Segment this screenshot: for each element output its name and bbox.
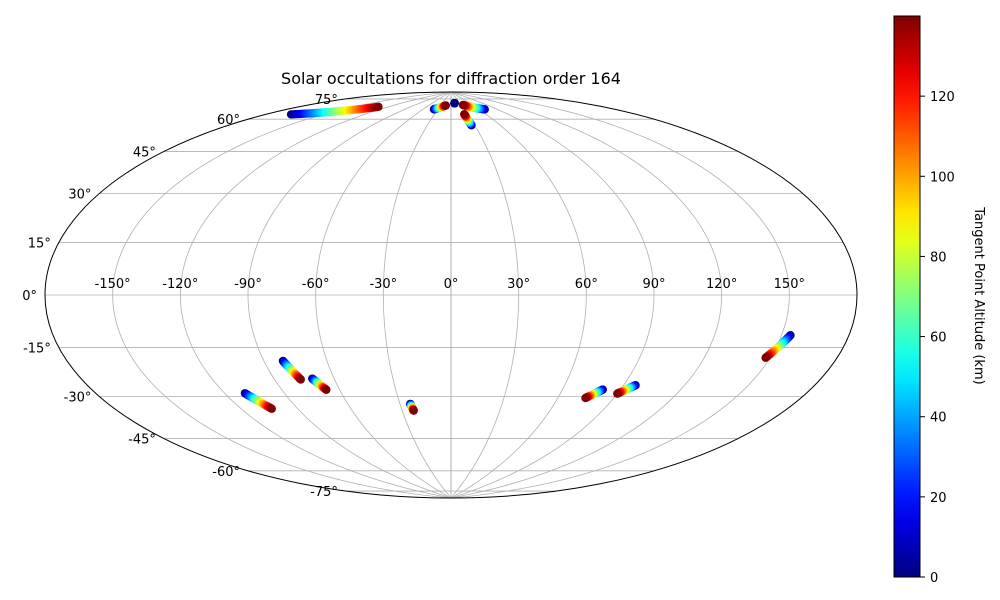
colorbar-gradient xyxy=(894,16,920,577)
occultation-track xyxy=(460,109,476,130)
occultation-track xyxy=(278,356,305,384)
occultation-point xyxy=(441,101,450,110)
occultation-point xyxy=(460,109,469,119)
longitude-tick-labels: -150° -120° -90° -60° -30° 0° 30° 60° 90° 120° 150… xyxy=(95,277,805,292)
longitude-tick-label: -90° xyxy=(234,277,262,292)
latitude-tick-label: -60° xyxy=(212,465,240,480)
occultation-track xyxy=(308,374,331,394)
latitude-tick-labels: -75° -60° -45° -30° -15° 0° 15° 30° 45° 60° 75° xyxy=(22,93,338,500)
latitude-tick-label: -75° xyxy=(310,485,338,500)
colorbar-tick-label: 0 xyxy=(930,571,938,586)
occultation-point xyxy=(581,393,590,403)
map-plot-area: -150° -120° -90° -60° -30° 0° 30° 60° 90° 120° 150… xyxy=(22,91,858,500)
colorbar: 0 20 40 60 80 100 120 Tangent Point Altitude (… xyxy=(893,15,986,586)
occultation-point xyxy=(761,353,770,363)
occultation-point xyxy=(613,389,622,398)
occultation-point xyxy=(296,375,305,384)
latitude-tick-label: 60° xyxy=(217,113,240,128)
latitude-tick-label: -30° xyxy=(64,391,92,406)
occultation-track xyxy=(613,381,640,398)
latitude-tick-label: 45° xyxy=(133,145,156,160)
occultation-track xyxy=(240,389,276,413)
occultation-track xyxy=(761,331,795,363)
colorbar-tick-label: 40 xyxy=(930,411,947,426)
latitude-tick-label: 0° xyxy=(22,289,37,304)
occultation-point xyxy=(458,100,468,110)
map-boundary xyxy=(44,91,858,499)
occultation-track xyxy=(406,399,418,415)
occultation-track xyxy=(450,99,459,108)
longitude-tick-label: 120° xyxy=(706,277,737,292)
colorbar-ticks: 0 20 40 60 80 100 120 xyxy=(920,90,955,586)
colorbar-tick-label: 60 xyxy=(930,331,947,346)
longitude-tick-label: 0° xyxy=(444,277,459,292)
map-grid xyxy=(45,91,857,499)
colorbar-tick-label: 80 xyxy=(930,250,947,265)
occultation-point xyxy=(450,99,459,108)
colorbar-label: Tangent Point Altitude (km) xyxy=(971,206,986,384)
latitude-tick-label: -45° xyxy=(128,433,156,448)
longitude-tick-label: 30° xyxy=(507,277,530,292)
longitude-tick-label: 150° xyxy=(774,277,805,292)
longitude-tick-label: 90° xyxy=(642,277,665,292)
latitude-tick-label: 75° xyxy=(315,93,338,108)
occultation-point xyxy=(322,385,331,394)
colorbar-tick-label: 120 xyxy=(930,90,955,105)
colorbar-frame xyxy=(893,15,921,578)
longitude-tick-label: -30° xyxy=(369,277,397,292)
latitude-tick-label: 15° xyxy=(28,236,51,251)
longitude-tick-label: -60° xyxy=(302,277,330,292)
occultation-point xyxy=(267,404,276,413)
occultation-point xyxy=(409,406,418,415)
chart-title: Solar occultations for diffraction order… xyxy=(281,69,621,88)
colorbar-tick-label: 20 xyxy=(930,491,947,506)
occultation-tracks xyxy=(240,99,795,415)
colorbar-tick-label: 100 xyxy=(930,170,955,185)
occultation-track xyxy=(581,385,607,403)
occultation-point xyxy=(374,102,383,112)
longitude-tick-label: -120° xyxy=(162,277,198,292)
occultation-track xyxy=(458,100,489,114)
longitude-tick-label: 60° xyxy=(575,277,598,292)
longitude-tick-label: -150° xyxy=(95,277,131,292)
occultation-track xyxy=(429,101,450,114)
latitude-tick-label: -15° xyxy=(23,342,51,357)
latitude-tick-label: 30° xyxy=(68,188,91,203)
occultation-track xyxy=(286,102,383,119)
